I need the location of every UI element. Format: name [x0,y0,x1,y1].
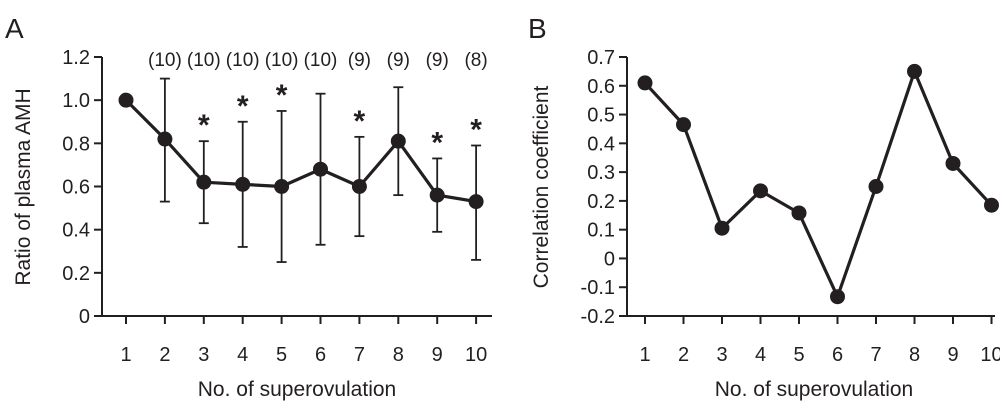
panel-b-y-axis-title: Correlation coefficient [530,85,553,288]
panel-b-x-tick-label: 8 [909,344,920,366]
panel-a-y-tick-label: 0.8 [62,133,90,155]
panel-a-y-tick-label: 0.2 [62,263,90,285]
panel-b-x-tick-label: 9 [947,344,958,366]
panel-a-x-tick-label: 5 [276,344,287,366]
panel-a-series-line [124,99,477,204]
panel-a-x-axis-title: No. of superovulation [198,378,396,401]
panel-a-x-tick-label: 7 [354,344,365,366]
panel-b-x-tick-label: 6 [832,344,843,366]
panel-a-sample-size-label: (10) [148,50,182,71]
panel-a-data-point [313,161,328,177]
panel-a-sample-size-label: (10) [226,50,260,71]
panel-a-y-tick-label: 0.4 [62,220,90,242]
panel-b-data-point [791,205,807,221]
panel-b-y-tick-label: 0.1 [587,220,615,242]
panel-a-sample-size-label: (8) [464,50,487,71]
panel-a-data-point [157,131,173,147]
panel-a-y-tick-label: 0 [79,306,90,328]
panel-a-significance-marker: * [198,109,210,142]
panel-b-x-tick-label: 3 [716,344,727,366]
panel-a-label: A [5,13,24,44]
panel-a-x-tick-label: 1 [120,344,131,366]
panel-a-x-tick-label: 3 [198,344,209,366]
panel-a-chart: A No. of superovulation Ratio of plasma … [5,13,492,401]
panel-b-y-tick-label: -0.1 [581,277,615,299]
panel-b-y-tick-label: 0 [604,248,615,270]
panel-b-series-line [643,69,993,299]
panel-a-significance-marker: * [431,126,443,159]
panel-a-y-tick-label: 1.2 [62,47,90,69]
panel-b-data-point [907,63,922,79]
panel-b-y-tick-label: -0.2 [581,306,615,328]
panel-b-x-tick-label: 5 [793,344,804,366]
panel-b-data-point [868,179,884,194]
panel-a-data-point [274,179,290,194]
panel-a-data-point [429,187,445,203]
panel-a-x-tick-label: 2 [159,344,170,366]
panel-b-y-tick-label: 0.4 [587,133,615,155]
panel-a-sample-size-label: (10) [304,50,338,71]
panel-b-data-point [945,155,961,171]
panel-a-sample-size-label: (9) [348,50,371,71]
panel-b-label: B [528,13,547,44]
panel-a-data-point [118,92,134,108]
panel-a-significance-marker: * [276,79,288,112]
panel-a-data-point [196,174,212,190]
panel-a-x-tick-label: 4 [237,344,248,366]
panel-a-sample-size-label: (9) [426,50,449,71]
panel-b-x-tick-label: 7 [870,344,881,366]
panel-b-y-tick-label: 0.3 [587,162,615,184]
panel-a-data-point [235,176,251,192]
panel-a-y-tick-label: 0.6 [62,177,90,199]
panel-b-x-axis-title: No. of superovulation [715,378,913,401]
panel-a-sample-size-label: (10) [265,50,299,71]
panel-a-data-point [390,133,406,149]
panel-b-data-point [676,117,691,133]
panel-b-data-point [830,289,845,305]
panel-a-sample-size-label: (9) [387,50,410,71]
panel-b-y-tick-label: 0.5 [587,105,615,127]
panel-b-data-point [637,75,653,91]
panel-a-x-tick-label: 9 [432,344,443,366]
panel-b-y-tick-label: 0.7 [587,47,615,69]
panel-b-x-tick-label: 10 [980,344,1000,366]
panel-b-data-point [714,220,730,236]
panel-a-x-tick-label: 10 [465,344,487,366]
panel-b-x-tick-label: 4 [755,344,766,366]
panel-a-significance-marker: * [237,90,249,123]
panel-b-data-point [984,197,999,213]
panel-a-significance-marker: * [470,113,482,146]
panel-b-data-point [753,183,768,199]
panel-b-y-tick-label: 0.2 [587,191,615,213]
panel-b-y-tick-label: 0.6 [587,76,615,98]
panel-a-data-point [351,179,367,194]
panel-b-chart: B No. of superovulation Correlation coef… [528,13,1000,401]
panel-a-data-point [468,194,484,210]
panel-b-x-tick-label: 2 [678,344,689,366]
panel-a-y-axis-title: Ratio of plasma AMH [12,88,35,285]
panel-a-y-tick-label: 1.0 [62,90,90,112]
panel-a-significance-marker: * [354,105,366,138]
panel-b-x-tick-label: 1 [639,344,650,366]
panel-a-sample-size-label: (10) [187,50,221,71]
panel-a-x-tick-label: 6 [315,344,326,366]
panel-a-x-tick-label: 8 [393,344,404,366]
